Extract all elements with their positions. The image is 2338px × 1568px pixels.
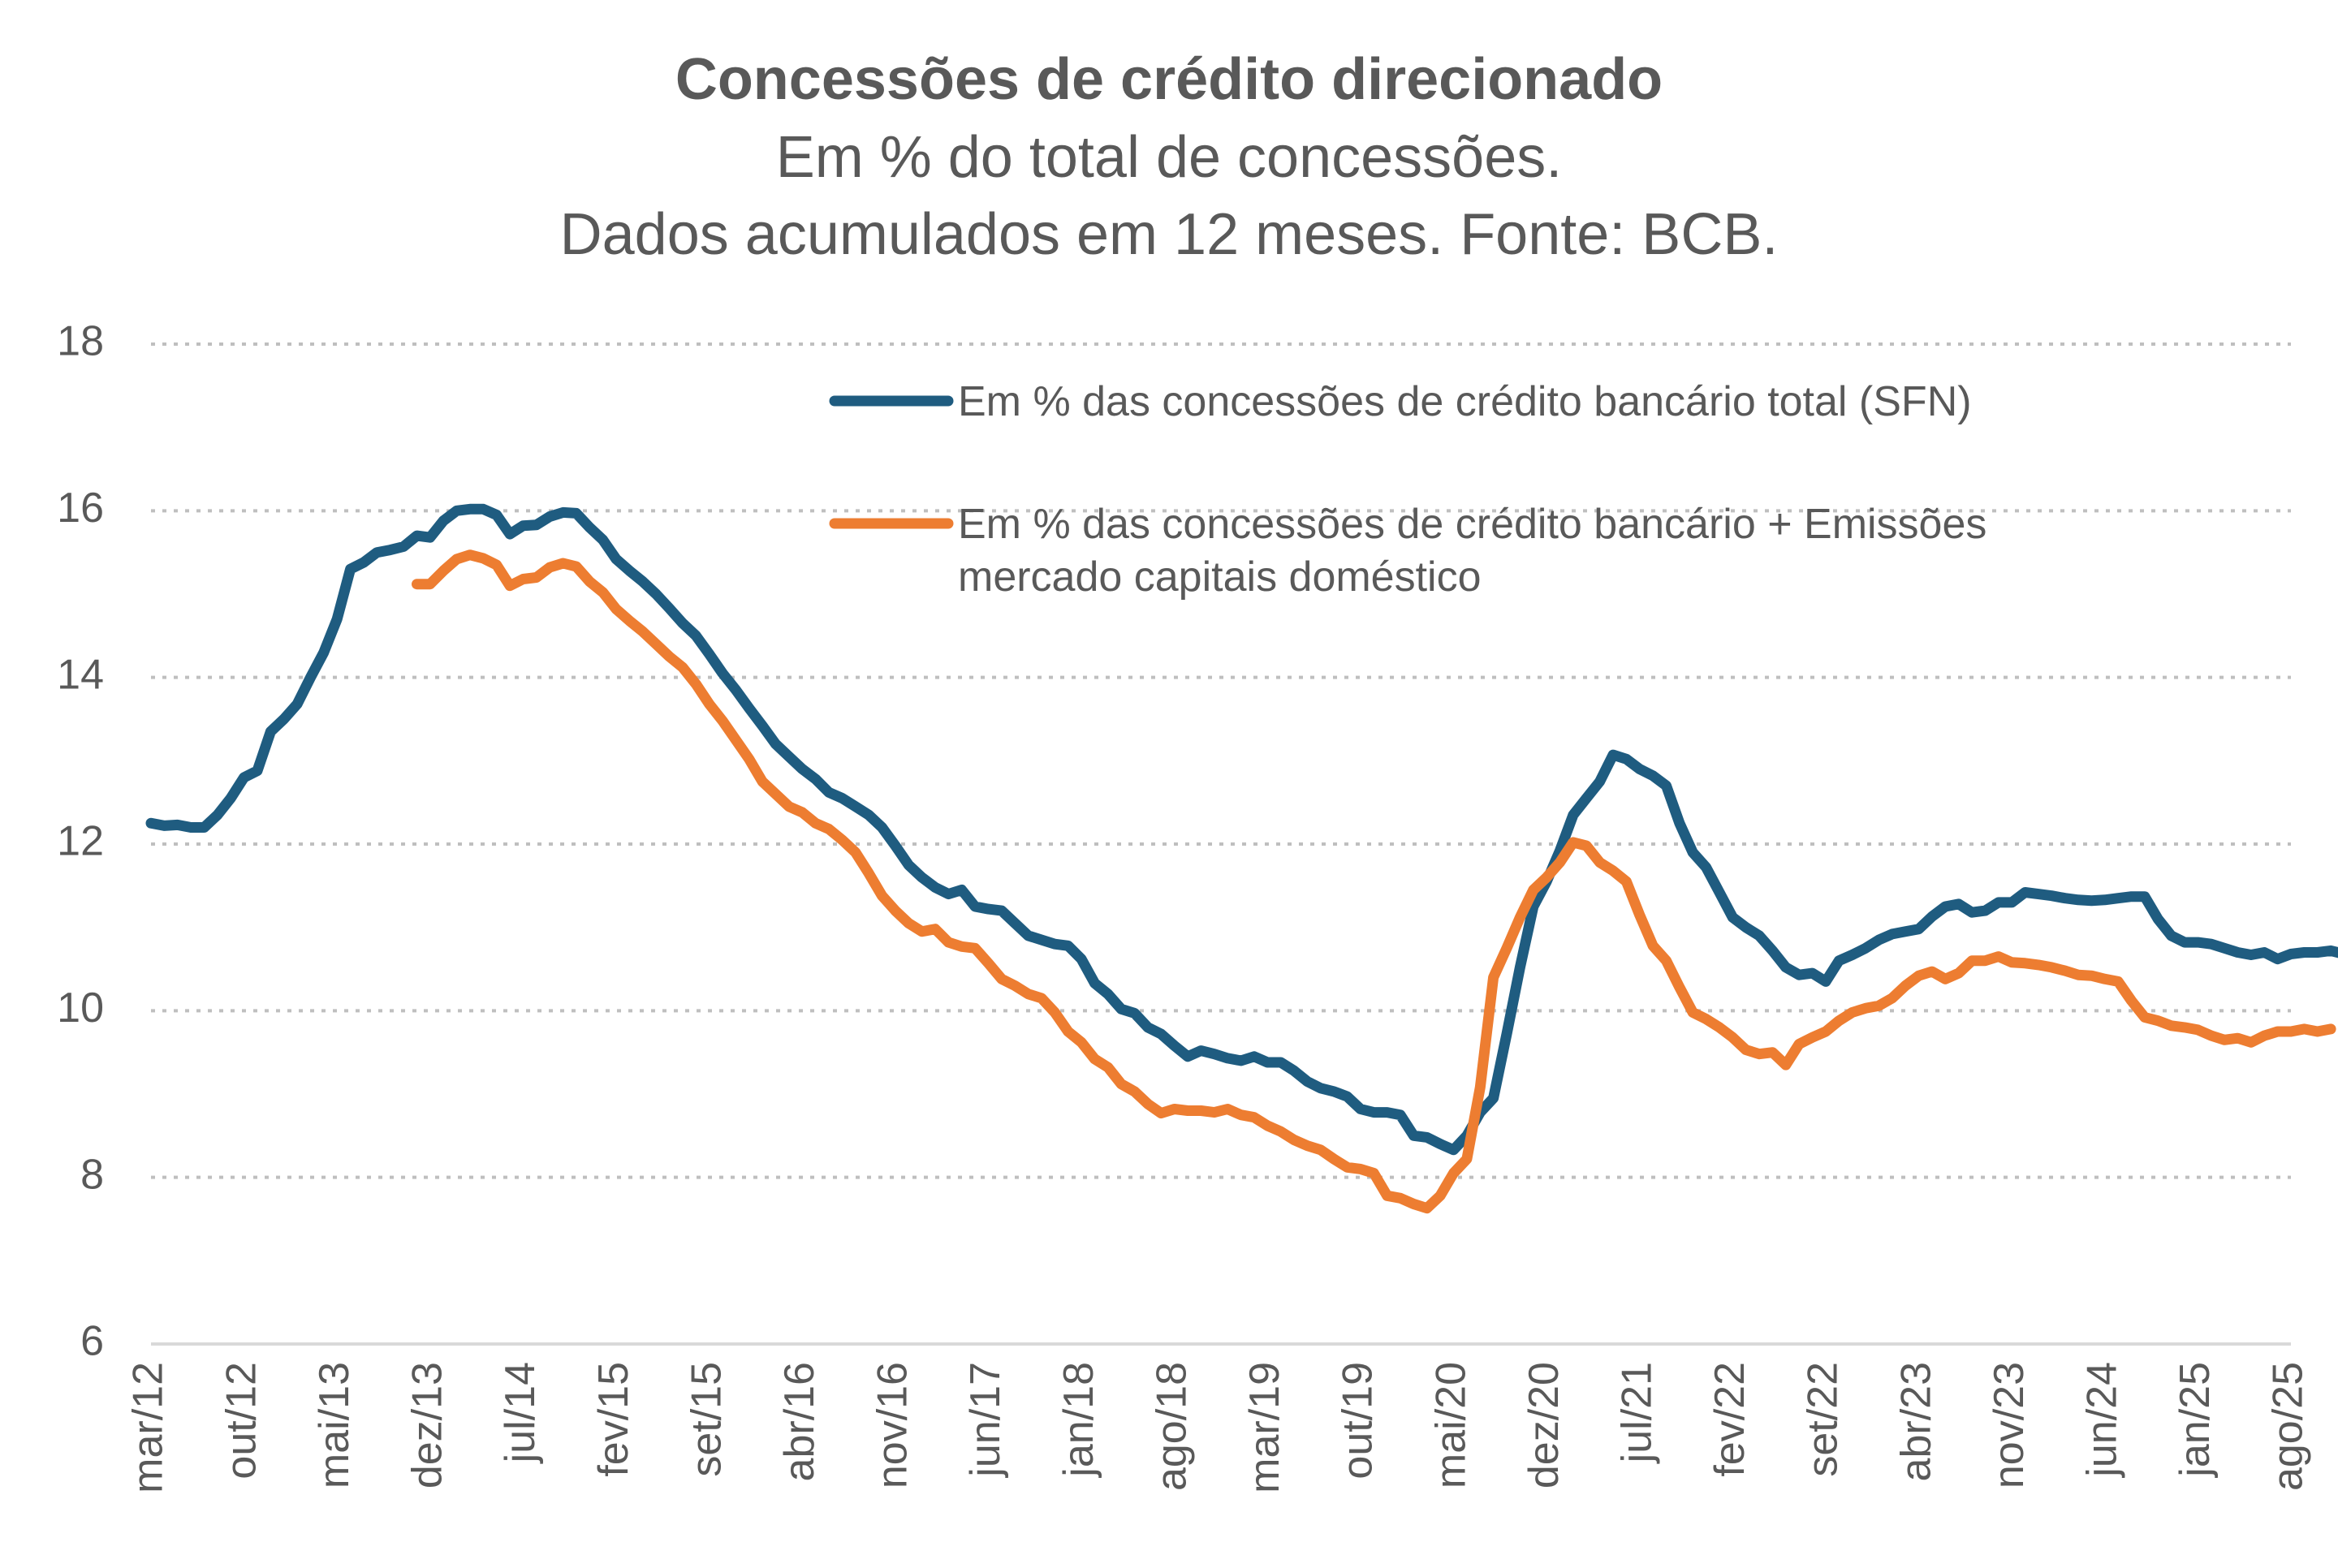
x-tick-label: nov/23: [1986, 1362, 2033, 1488]
x-tick-label: mai/13: [311, 1362, 358, 1488]
x-tick-label: nov/16: [869, 1362, 917, 1488]
series-line-sfn: [145, 503, 2338, 1156]
chart-subtitle-line-2: Dados acumulados em 12 meses. Fonte: BCB…: [560, 202, 1779, 267]
x-tick-label: jan/18: [1055, 1362, 1102, 1479]
x-tick-label: jun/17: [962, 1362, 1009, 1479]
x-tick-label: jul/14: [497, 1362, 544, 1464]
series-line-sfn-plus-capital-markets: [412, 549, 2336, 1214]
series-lines: [145, 503, 2338, 1214]
x-tick-label: out/19: [1335, 1362, 1382, 1480]
legend-label-sfn-plus-capital-markets-line-1: Em % das concessões de crédito bancário …: [958, 501, 1986, 548]
legend-label-sfn-plus-capital-markets-line-2: mercado capitais doméstico: [958, 554, 1482, 601]
x-tick-label: fev/22: [1706, 1362, 1754, 1477]
x-tick-label: jan/25: [2172, 1362, 2219, 1479]
y-tick-label: 16: [57, 485, 104, 532]
legend-label-sfn: Em % das concessões de crédito bancário …: [958, 378, 1972, 425]
y-tick-label: 10: [57, 984, 104, 1032]
x-axis-ticks: mar/12 out/12 mai/13 dez/13 jul/14 fev/15 set/…: [125, 1362, 2312, 1493]
x-tick-label: mar/12: [125, 1362, 172, 1493]
y-tick-label: 14: [57, 651, 104, 698]
x-tick-label: fev/15: [590, 1362, 637, 1477]
x-tick-label: mar/19: [1241, 1362, 1288, 1493]
x-tick-label: set/22: [1800, 1362, 1847, 1477]
x-tick-label: abr/16: [776, 1362, 823, 1481]
chart-title: Concessões de crédito direcionado: [675, 47, 1663, 112]
chart-subtitle-line-1: Em % do total de concessões.: [776, 125, 1563, 190]
x-tick-label: jul/21: [1613, 1362, 1660, 1464]
y-tick-label: 8: [80, 1151, 104, 1198]
legend: Em % das concessões de crédito bancário …: [829, 378, 1986, 601]
y-tick-label: 12: [57, 818, 104, 865]
x-tick-label: ago/25: [2265, 1362, 2312, 1491]
y-tick-label: 6: [80, 1318, 104, 1365]
x-tick-label: dez/20: [1521, 1362, 1568, 1488]
x-tick-label: ago/18: [1148, 1362, 1195, 1491]
x-tick-label: abr/23: [1892, 1362, 1939, 1481]
x-tick-label: dez/13: [404, 1362, 451, 1488]
gridlines: [151, 342, 2291, 1346]
y-axis-ticks: 6 8 10 12 14 16 18: [57, 318, 104, 1365]
x-tick-label: jun/24: [2079, 1362, 2126, 1479]
y-tick-label: 18: [57, 318, 104, 365]
x-tick-label: out/12: [218, 1362, 265, 1480]
x-tick-label: mai/20: [1427, 1362, 1474, 1488]
x-tick-label: set/15: [683, 1362, 730, 1477]
